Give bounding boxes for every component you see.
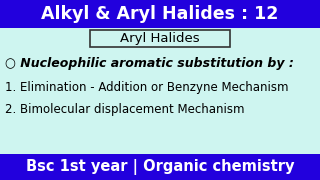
Text: 1. Elimination - Addition or Benzyne Mechanism: 1. Elimination - Addition or Benzyne Mec… <box>5 82 289 94</box>
FancyBboxPatch shape <box>90 30 230 47</box>
Text: Alkyl & Aryl Halides : 12: Alkyl & Aryl Halides : 12 <box>41 5 279 23</box>
Text: 2. Bimolecular displacement Mechanism: 2. Bimolecular displacement Mechanism <box>5 103 244 116</box>
Text: Aryl Halides: Aryl Halides <box>120 32 200 45</box>
FancyBboxPatch shape <box>0 0 320 28</box>
Text: ○ Nucleophilic aromatic substitution by :: ○ Nucleophilic aromatic substitution by … <box>5 57 294 71</box>
FancyBboxPatch shape <box>0 154 320 180</box>
Text: Bsc 1st year | Organic chemistry: Bsc 1st year | Organic chemistry <box>26 159 294 175</box>
